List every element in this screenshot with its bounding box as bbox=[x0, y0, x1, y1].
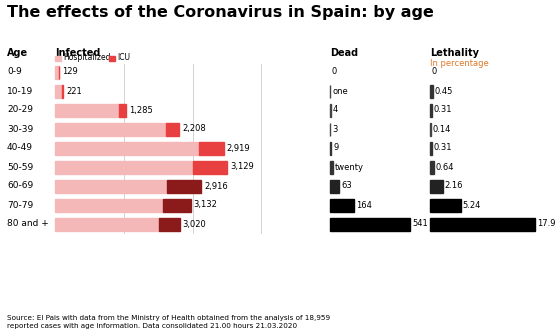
Bar bbox=[55, 56, 61, 61]
Text: 50-59: 50-59 bbox=[7, 163, 33, 171]
Text: 0.45: 0.45 bbox=[435, 87, 453, 95]
Bar bbox=[119, 104, 125, 116]
Text: ICU: ICU bbox=[117, 54, 130, 63]
Text: Lethality: Lethality bbox=[430, 48, 479, 58]
Text: 40-49: 40-49 bbox=[7, 143, 33, 153]
Bar bbox=[330, 180, 339, 192]
Bar bbox=[330, 161, 333, 173]
Bar bbox=[166, 122, 179, 136]
Bar bbox=[199, 141, 224, 155]
Text: 0.14: 0.14 bbox=[433, 124, 451, 134]
Bar bbox=[430, 122, 431, 136]
Bar bbox=[55, 104, 119, 116]
Text: 0-9: 0-9 bbox=[7, 67, 22, 77]
Bar bbox=[430, 141, 432, 155]
Text: 0.31: 0.31 bbox=[434, 106, 452, 114]
Text: In percentage: In percentage bbox=[430, 59, 489, 68]
Bar bbox=[430, 161, 434, 173]
Bar bbox=[55, 122, 166, 136]
Text: Age: Age bbox=[7, 48, 28, 58]
Bar bbox=[55, 180, 167, 192]
Text: 2.16: 2.16 bbox=[445, 182, 463, 190]
Bar bbox=[330, 104, 331, 116]
Bar bbox=[55, 85, 62, 97]
Text: Infected: Infected bbox=[55, 48, 100, 58]
Bar bbox=[163, 198, 191, 212]
Bar bbox=[109, 56, 115, 61]
Bar bbox=[62, 85, 63, 97]
Bar bbox=[430, 85, 433, 97]
Text: 2,919: 2,919 bbox=[226, 143, 250, 153]
Text: 164: 164 bbox=[356, 200, 372, 210]
Text: 70-79: 70-79 bbox=[7, 200, 33, 210]
Text: 3: 3 bbox=[332, 124, 338, 134]
Bar bbox=[159, 217, 180, 231]
Text: 3,132: 3,132 bbox=[194, 200, 218, 210]
Bar bbox=[193, 161, 227, 173]
Text: 541: 541 bbox=[412, 219, 428, 229]
Bar bbox=[55, 141, 199, 155]
Text: 3,129: 3,129 bbox=[230, 163, 254, 171]
Bar bbox=[55, 217, 159, 231]
Bar bbox=[430, 198, 461, 212]
Text: twenty: twenty bbox=[335, 163, 364, 171]
Text: 80 and +: 80 and + bbox=[7, 219, 49, 229]
Text: 221: 221 bbox=[66, 87, 82, 95]
Bar bbox=[430, 104, 432, 116]
Text: 0.31: 0.31 bbox=[434, 143, 452, 153]
Bar bbox=[330, 141, 331, 155]
Text: Source: El Pais with data from the Ministry of Health obtained from the analysis: Source: El Pais with data from the Minis… bbox=[7, 315, 330, 329]
Text: 0: 0 bbox=[332, 67, 337, 77]
Text: one: one bbox=[332, 87, 348, 95]
Text: 2,208: 2,208 bbox=[183, 124, 206, 134]
Text: 30-39: 30-39 bbox=[7, 124, 33, 134]
Text: 0: 0 bbox=[432, 67, 437, 77]
Text: 10-19: 10-19 bbox=[7, 87, 33, 95]
Text: The effects of the Coronavirus in Spain: by age: The effects of the Coronavirus in Spain:… bbox=[7, 5, 434, 20]
Bar bbox=[55, 198, 163, 212]
Bar bbox=[430, 180, 443, 192]
Bar bbox=[167, 180, 201, 192]
Bar bbox=[330, 217, 410, 231]
Bar bbox=[430, 217, 535, 231]
Text: 20-29: 20-29 bbox=[7, 106, 33, 114]
Text: 4: 4 bbox=[332, 106, 338, 114]
Text: 63: 63 bbox=[341, 182, 352, 190]
Text: 17.9: 17.9 bbox=[537, 219, 555, 229]
Text: 1,285: 1,285 bbox=[129, 106, 153, 114]
Text: 9: 9 bbox=[334, 143, 339, 153]
Text: Dead: Dead bbox=[330, 48, 358, 58]
Bar bbox=[330, 198, 354, 212]
Text: 2,916: 2,916 bbox=[204, 182, 228, 190]
Bar bbox=[55, 161, 193, 173]
Text: 3,020: 3,020 bbox=[183, 219, 206, 229]
Text: Hospitalized: Hospitalized bbox=[63, 54, 110, 63]
Text: 5.24: 5.24 bbox=[463, 200, 481, 210]
Bar bbox=[55, 65, 59, 79]
Text: 0.64: 0.64 bbox=[436, 163, 454, 171]
Text: 129: 129 bbox=[62, 67, 78, 77]
Text: 60-69: 60-69 bbox=[7, 182, 33, 190]
